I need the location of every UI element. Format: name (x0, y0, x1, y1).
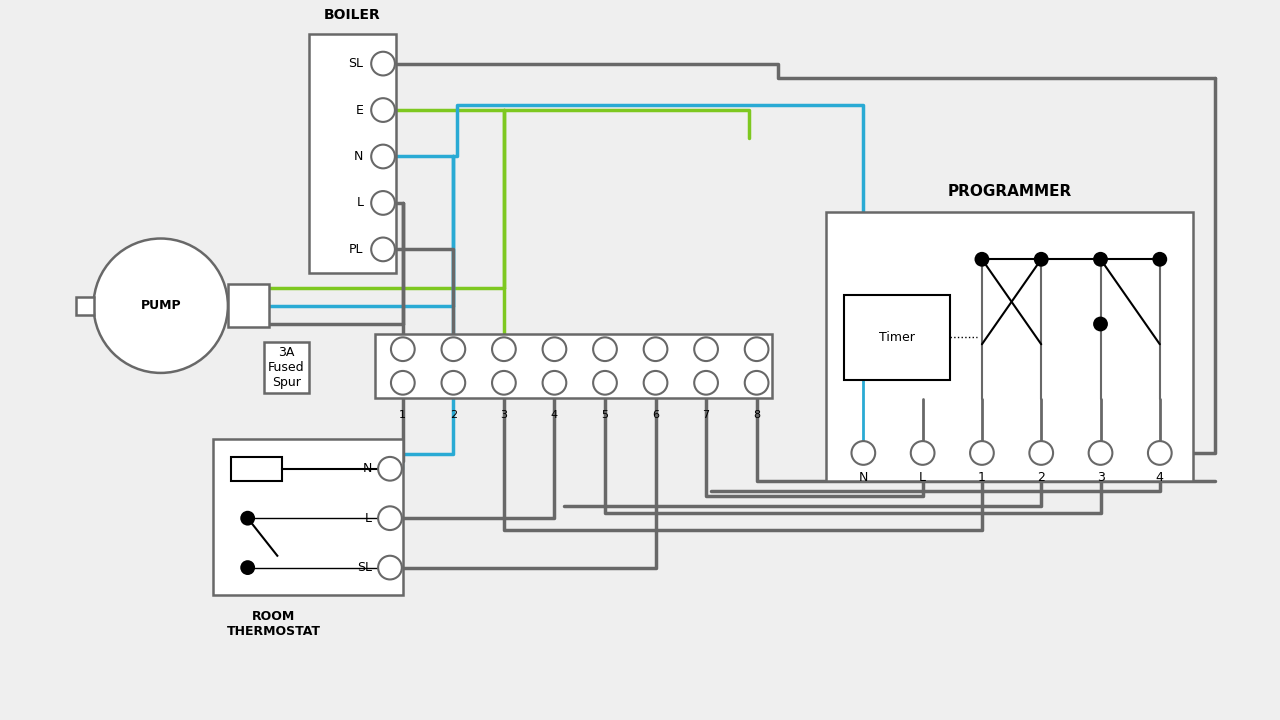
Text: BOILER: BOILER (324, 8, 380, 22)
Circle shape (442, 371, 465, 395)
Text: 3: 3 (500, 410, 507, 420)
Circle shape (543, 338, 566, 361)
Circle shape (1089, 441, 1112, 465)
Text: 4: 4 (1156, 471, 1164, 484)
Circle shape (241, 560, 255, 575)
Circle shape (390, 371, 415, 395)
Circle shape (241, 510, 255, 526)
Circle shape (378, 457, 402, 481)
Circle shape (694, 338, 718, 361)
Text: N: N (362, 462, 372, 475)
Circle shape (378, 506, 402, 530)
Text: E: E (356, 104, 364, 117)
Text: N: N (859, 471, 868, 484)
Circle shape (1148, 441, 1171, 465)
Circle shape (911, 441, 934, 465)
Text: L: L (365, 512, 372, 525)
Circle shape (1029, 441, 1053, 465)
Circle shape (1034, 252, 1048, 266)
Circle shape (1093, 252, 1108, 266)
Circle shape (390, 338, 415, 361)
Circle shape (745, 371, 768, 395)
Text: 3: 3 (1097, 471, 1105, 484)
Circle shape (93, 238, 228, 373)
Circle shape (694, 371, 718, 395)
Text: 2: 2 (449, 410, 457, 420)
Text: ROOM
THERMOSTAT: ROOM THERMOSTAT (227, 610, 321, 638)
Bar (308, 34, 396, 273)
Circle shape (970, 441, 993, 465)
Circle shape (492, 338, 516, 361)
Circle shape (644, 338, 667, 361)
Bar (228, 284, 269, 328)
Bar (826, 212, 1193, 481)
Text: SL: SL (357, 561, 372, 574)
Circle shape (371, 52, 396, 76)
Circle shape (371, 191, 396, 215)
Text: 5: 5 (602, 410, 608, 420)
Text: 1: 1 (399, 410, 406, 420)
Circle shape (378, 556, 402, 580)
Text: 3A
Fused
Spur: 3A Fused Spur (268, 346, 305, 390)
Circle shape (1093, 317, 1108, 331)
Circle shape (593, 338, 617, 361)
Text: SL: SL (348, 57, 364, 70)
Text: PUMP: PUMP (141, 300, 180, 312)
Bar (212, 439, 403, 595)
Text: 4: 4 (550, 410, 558, 420)
Text: L: L (919, 471, 927, 484)
Circle shape (371, 98, 396, 122)
Text: 8: 8 (753, 410, 760, 420)
Text: 1: 1 (978, 471, 986, 484)
Bar (76, 297, 93, 315)
Text: 2: 2 (1037, 471, 1046, 484)
Text: Timer: Timer (879, 331, 915, 344)
Circle shape (442, 338, 465, 361)
Bar (230, 457, 283, 481)
Circle shape (644, 371, 667, 395)
Circle shape (1152, 252, 1167, 266)
Circle shape (974, 252, 989, 266)
Text: L: L (356, 197, 364, 210)
Circle shape (593, 371, 617, 395)
Text: PL: PL (348, 243, 364, 256)
Text: PROGRAMMER: PROGRAMMER (947, 184, 1071, 199)
Circle shape (851, 441, 876, 465)
Bar (844, 295, 950, 380)
Circle shape (745, 338, 768, 361)
Bar (375, 334, 772, 397)
Text: N: N (355, 150, 364, 163)
Circle shape (543, 371, 566, 395)
Circle shape (371, 145, 396, 168)
Text: 7: 7 (703, 410, 709, 420)
Text: 6: 6 (652, 410, 659, 420)
Circle shape (492, 371, 516, 395)
Circle shape (371, 238, 396, 261)
